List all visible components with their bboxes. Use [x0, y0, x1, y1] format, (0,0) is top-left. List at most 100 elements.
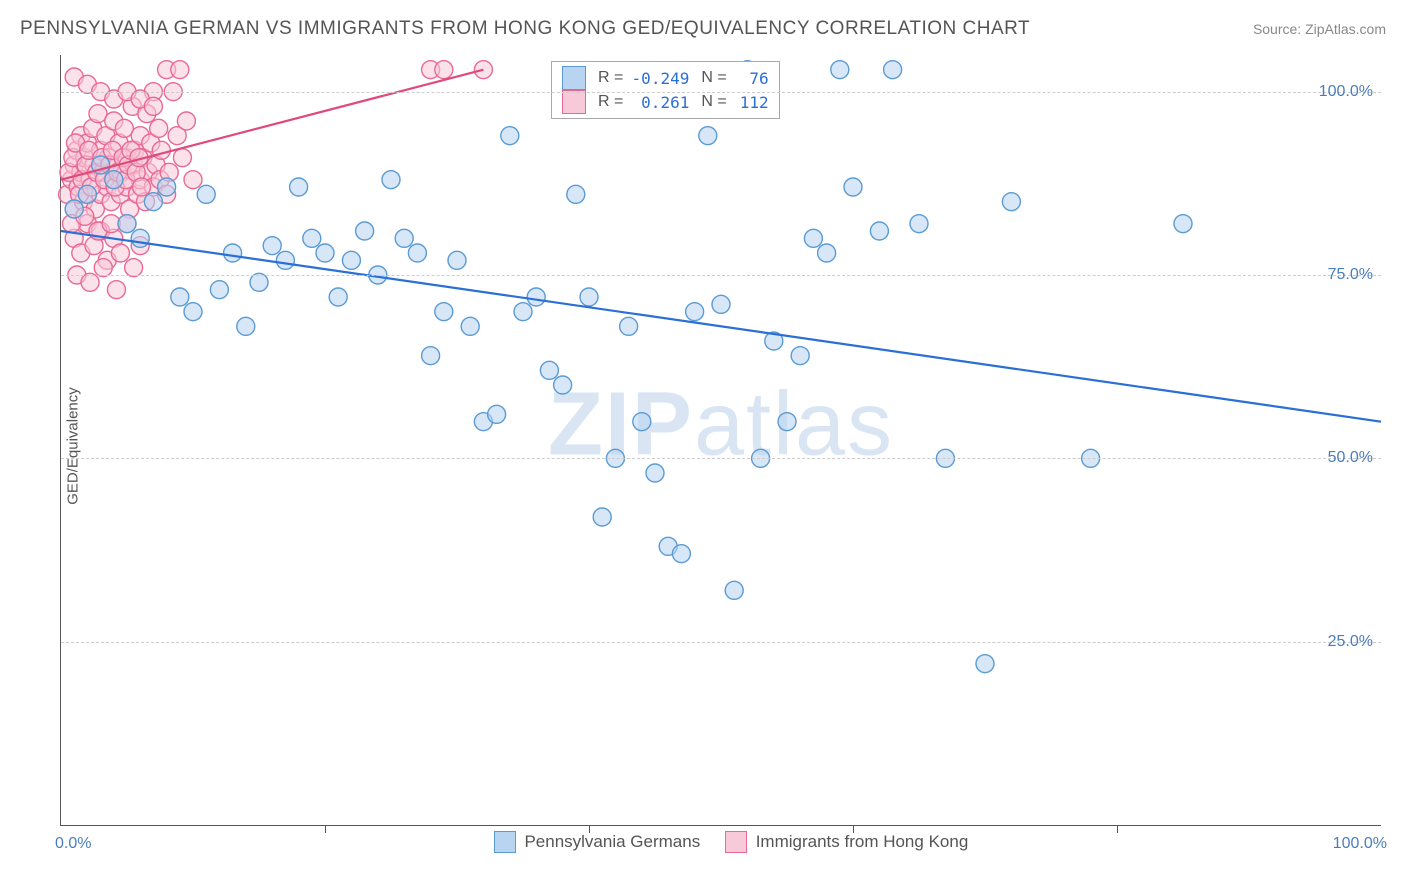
scatter-svg	[61, 55, 1381, 825]
scatter-point-blue	[725, 581, 743, 599]
scatter-point-blue	[791, 347, 809, 365]
scatter-point-pink	[171, 61, 189, 79]
scatter-point-blue	[501, 127, 519, 145]
x-tick	[1117, 825, 1118, 833]
n-value-pink: 112	[733, 93, 769, 112]
scatter-point-blue	[224, 244, 242, 262]
scatter-point-blue	[356, 222, 374, 240]
scatter-point-blue	[633, 413, 651, 431]
scatter-point-blue	[844, 178, 862, 196]
y-tick-label: 50.0%	[1328, 449, 1373, 467]
scatter-point-blue	[171, 288, 189, 306]
x-tick	[589, 825, 590, 833]
y-tick-label: 100.0%	[1319, 83, 1373, 101]
scatter-point-blue	[488, 405, 506, 423]
gridline-h	[61, 642, 1381, 643]
scatter-point-pink	[125, 259, 143, 277]
scatter-point-blue	[329, 288, 347, 306]
scatter-point-blue	[620, 317, 638, 335]
n-label: N =	[701, 69, 726, 87]
trend-line	[61, 231, 1381, 422]
scatter-point-blue	[184, 303, 202, 321]
scatter-point-blue	[976, 655, 994, 673]
scatter-point-blue	[435, 303, 453, 321]
swatch-pink	[562, 90, 586, 114]
r-label: R =	[598, 93, 623, 111]
scatter-point-blue	[672, 545, 690, 563]
scatter-point-blue	[131, 229, 149, 247]
legend-bottom: Pennsylvania Germans Immigrants from Hon…	[61, 831, 1381, 853]
plot-area: ZIPatlas R = -0.249 N = 76 R = 0.261 N =…	[60, 55, 1381, 826]
scatter-point-blue	[870, 222, 888, 240]
scatter-point-blue	[144, 193, 162, 211]
scatter-point-blue	[78, 185, 96, 203]
scatter-point-blue	[210, 281, 228, 299]
scatter-point-pink	[173, 149, 191, 167]
scatter-point-pink	[435, 61, 453, 79]
scatter-point-blue	[382, 171, 400, 189]
scatter-point-blue	[567, 185, 585, 203]
scatter-point-blue	[237, 317, 255, 335]
x-tick	[325, 825, 326, 833]
scatter-point-blue	[422, 347, 440, 365]
scatter-point-pink	[107, 281, 125, 299]
legend-stats-box: R = -0.249 N = 76 R = 0.261 N = 112	[551, 61, 780, 119]
scatter-point-blue	[580, 288, 598, 306]
scatter-point-blue	[593, 508, 611, 526]
gridline-h	[61, 92, 1381, 93]
scatter-point-blue	[448, 251, 466, 269]
scatter-point-blue	[105, 171, 123, 189]
legend-label-pink: Immigrants from Hong Kong	[756, 832, 969, 851]
n-value-blue: 76	[733, 69, 769, 88]
swatch-blue	[494, 831, 516, 853]
y-tick-label: 25.0%	[1328, 633, 1373, 651]
scatter-point-blue	[1002, 193, 1020, 211]
scatter-point-blue	[65, 200, 83, 218]
scatter-point-blue	[1174, 215, 1192, 233]
r-value-blue: -0.249	[629, 69, 689, 88]
scatter-point-blue	[316, 244, 334, 262]
scatter-point-blue	[276, 251, 294, 269]
y-tick-label: 75.0%	[1328, 266, 1373, 284]
scatter-point-blue	[408, 244, 426, 262]
scatter-point-blue	[831, 61, 849, 79]
x-tick	[853, 825, 854, 833]
scatter-point-pink	[152, 141, 170, 159]
scatter-point-blue	[461, 317, 479, 335]
scatter-point-pink	[133, 178, 151, 196]
gridline-h	[61, 458, 1381, 459]
scatter-point-blue	[342, 251, 360, 269]
scatter-point-blue	[686, 303, 704, 321]
scatter-point-blue	[303, 229, 321, 247]
scatter-point-pink	[150, 119, 168, 137]
n-label: N =	[701, 93, 726, 111]
swatch-pink	[725, 831, 747, 853]
source-label: Source: ZipAtlas.com	[1253, 21, 1386, 37]
scatter-point-pink	[177, 112, 195, 130]
scatter-point-pink	[144, 97, 162, 115]
r-label: R =	[598, 69, 623, 87]
scatter-point-blue	[712, 295, 730, 313]
scatter-point-pink	[81, 273, 99, 291]
title-bar: PENNSYLVANIA GERMAN VS IMMIGRANTS FROM H…	[20, 18, 1386, 40]
scatter-point-blue	[818, 244, 836, 262]
scatter-point-blue	[910, 215, 928, 233]
scatter-point-blue	[263, 237, 281, 255]
swatch-blue	[562, 66, 586, 90]
scatter-point-blue	[197, 185, 215, 203]
scatter-point-blue	[527, 288, 545, 306]
scatter-point-blue	[884, 61, 902, 79]
r-value-pink: 0.261	[629, 93, 689, 112]
scatter-point-blue	[118, 215, 136, 233]
x-axis-max-label: 100.0%	[1333, 835, 1387, 853]
scatter-point-pink	[184, 171, 202, 189]
scatter-point-blue	[699, 127, 717, 145]
scatter-point-blue	[250, 273, 268, 291]
legend-stats-row: R = -0.249 N = 76	[562, 66, 769, 90]
scatter-point-blue	[290, 178, 308, 196]
chart-title: PENNSYLVANIA GERMAN VS IMMIGRANTS FROM H…	[20, 18, 1030, 40]
legend-stats-row: R = 0.261 N = 112	[562, 90, 769, 114]
scatter-point-blue	[778, 413, 796, 431]
gridline-h	[61, 275, 1381, 276]
scatter-point-pink	[111, 244, 129, 262]
